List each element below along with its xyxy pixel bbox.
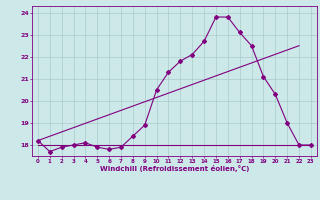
X-axis label: Windchill (Refroidissement éolien,°C): Windchill (Refroidissement éolien,°C) bbox=[100, 165, 249, 172]
